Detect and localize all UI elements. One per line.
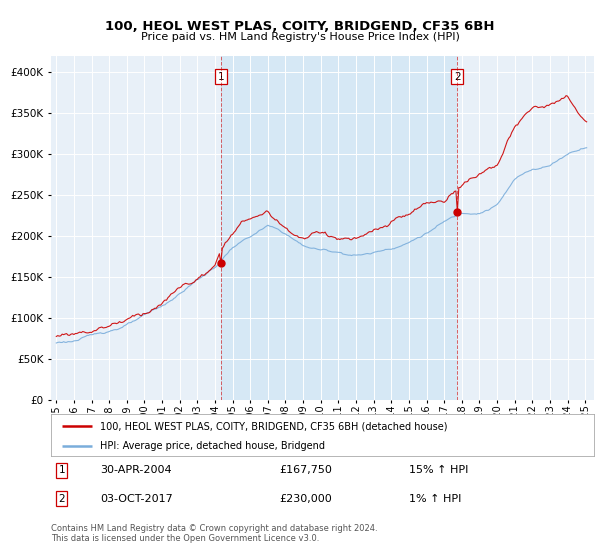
Text: 03-OCT-2017: 03-OCT-2017	[100, 493, 173, 503]
Text: 2: 2	[454, 72, 461, 82]
Bar	[221, 56, 457, 400]
Text: Price paid vs. HM Land Registry's House Price Index (HPI): Price paid vs. HM Land Registry's House …	[140, 32, 460, 43]
Text: 1: 1	[59, 465, 65, 475]
Text: £167,750: £167,750	[279, 465, 332, 475]
Text: HPI: Average price, detached house, Bridgend: HPI: Average price, detached house, Brid…	[100, 441, 325, 451]
Text: 2: 2	[59, 493, 65, 503]
Text: 100, HEOL WEST PLAS, COITY, BRIDGEND, CF35 6BH: 100, HEOL WEST PLAS, COITY, BRIDGEND, CF…	[105, 20, 495, 32]
Text: 100, HEOL WEST PLAS, COITY, BRIDGEND, CF35 6BH (detached house): 100, HEOL WEST PLAS, COITY, BRIDGEND, CF…	[100, 421, 448, 431]
Text: 30-APR-2004: 30-APR-2004	[100, 465, 172, 475]
Text: 1% ↑ HPI: 1% ↑ HPI	[409, 493, 462, 503]
Text: 1: 1	[217, 72, 224, 82]
Text: £230,000: £230,000	[279, 493, 332, 503]
Text: Contains HM Land Registry data © Crown copyright and database right 2024.
This d: Contains HM Land Registry data © Crown c…	[51, 524, 377, 543]
Text: 15% ↑ HPI: 15% ↑ HPI	[409, 465, 469, 475]
